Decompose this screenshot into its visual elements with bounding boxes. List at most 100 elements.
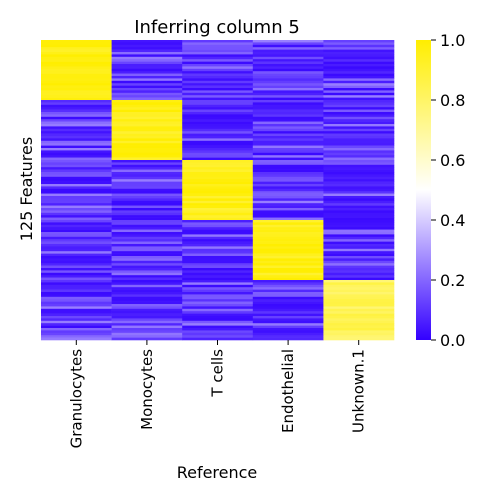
heatmap-cell [252,301,324,305]
heatmap-cell [252,316,324,319]
heatmap-cell [182,253,254,257]
heatmap-cell [182,265,254,269]
heatmap-cell [111,332,183,336]
heatmap-cell [252,107,324,110]
heatmap-cell [252,212,324,216]
heatmap-cell [182,112,254,115]
heatmap-cell [182,234,254,238]
heatmap-cell [252,172,324,175]
heatmap-cell [323,184,395,187]
heatmap-cell [182,162,254,166]
heatmap-cell [252,100,324,103]
heatmap-cell [111,196,183,199]
heatmap-cell [111,198,183,202]
heatmap-cell [252,61,324,65]
heatmap-cell [182,164,254,168]
heatmap-cell [41,275,112,278]
heatmap-cell [41,100,112,103]
heatmap-cell [182,126,254,130]
heatmap-cell [182,270,254,274]
heatmap-cell [323,152,395,156]
heatmap-cell [252,256,324,259]
heatmap-cell [182,244,254,247]
heatmap-cell [323,167,395,170]
heatmap-cell [182,83,254,86]
heatmap-cell [111,335,183,338]
heatmap-cell [182,71,254,74]
heatmap-cell [111,188,183,192]
heatmap-cell [252,227,324,230]
heatmap-cell [182,193,254,197]
heatmap-cell [41,133,112,137]
colorbar-tick-label: 0.8 [440,91,465,110]
heatmap-cell [111,44,183,48]
heatmap-cell [111,179,183,182]
heatmap-cell [323,212,395,216]
heatmap-cell [111,200,183,204]
heatmap-cell [41,42,112,46]
heatmap-cell [323,215,395,218]
heatmap-cell [323,332,395,336]
heatmap-cell [111,256,183,259]
heatmap-cell [111,292,183,295]
colorbar-tick-label: 0.4 [440,211,465,230]
heatmap-cell [111,311,183,314]
heatmap-cell [323,200,395,204]
colorbar-tick-label: 0.6 [440,151,465,170]
heatmap-cell [252,217,324,221]
heatmap-cell [252,208,324,211]
heatmap-cell [41,198,112,202]
heatmap-cell [111,212,183,216]
heatmap-cell [252,145,324,149]
heatmap-cell [252,152,324,156]
heatmap-cell [182,227,254,230]
heatmap-cell [41,212,112,216]
heatmap-cell [323,143,395,146]
heatmap-cell [252,328,324,331]
heatmap-cell [41,47,112,50]
heatmap-cell [323,296,395,300]
heatmap-cell [111,215,183,218]
heatmap-cell [41,61,112,65]
heatmap-cell [111,296,183,300]
heatmap-cell [182,64,254,67]
heatmap-cell [111,169,183,173]
heatmap-cell [111,229,183,233]
heatmap-cell [252,330,324,334]
heatmap-cell [323,246,395,250]
heatmap-cell [41,95,112,98]
heatmap-cell [323,114,395,118]
heatmap-cell [111,308,183,312]
heatmap-cell [111,145,183,149]
heatmap-cell [323,136,395,139]
heatmap-cell [111,128,183,132]
heatmap-cell [41,205,112,209]
heatmap-cell [111,112,183,115]
heatmap-cell [252,287,324,290]
heatmap-cell [323,68,395,72]
heatmap-cell [323,328,395,331]
heatmap-cell [41,143,112,146]
heatmap-cell [252,265,324,269]
heatmap-cell [252,169,324,173]
heatmap-cell [323,294,395,298]
heatmap-cell [41,88,112,91]
heatmap-cell [111,277,183,281]
heatmap-cell [182,320,254,324]
heatmap-cell [41,112,112,115]
heatmap-cell [252,40,324,43]
x-tick-label: Endothelial [279,349,297,433]
heatmap-cell [323,112,395,115]
heatmap-cell [111,162,183,166]
heatmap-cell [111,239,183,242]
heatmap-cell [252,232,324,235]
heatmap-cell [323,268,395,271]
y-axis-label: 125 Features [17,137,36,241]
heatmap-cell [41,126,112,130]
heatmap-cell [41,150,112,154]
heatmap-cell [323,330,395,334]
heatmap-cell [252,205,324,209]
heatmap-cell [182,73,254,77]
heatmap-cell [41,85,112,89]
heatmap-cell [41,131,112,134]
